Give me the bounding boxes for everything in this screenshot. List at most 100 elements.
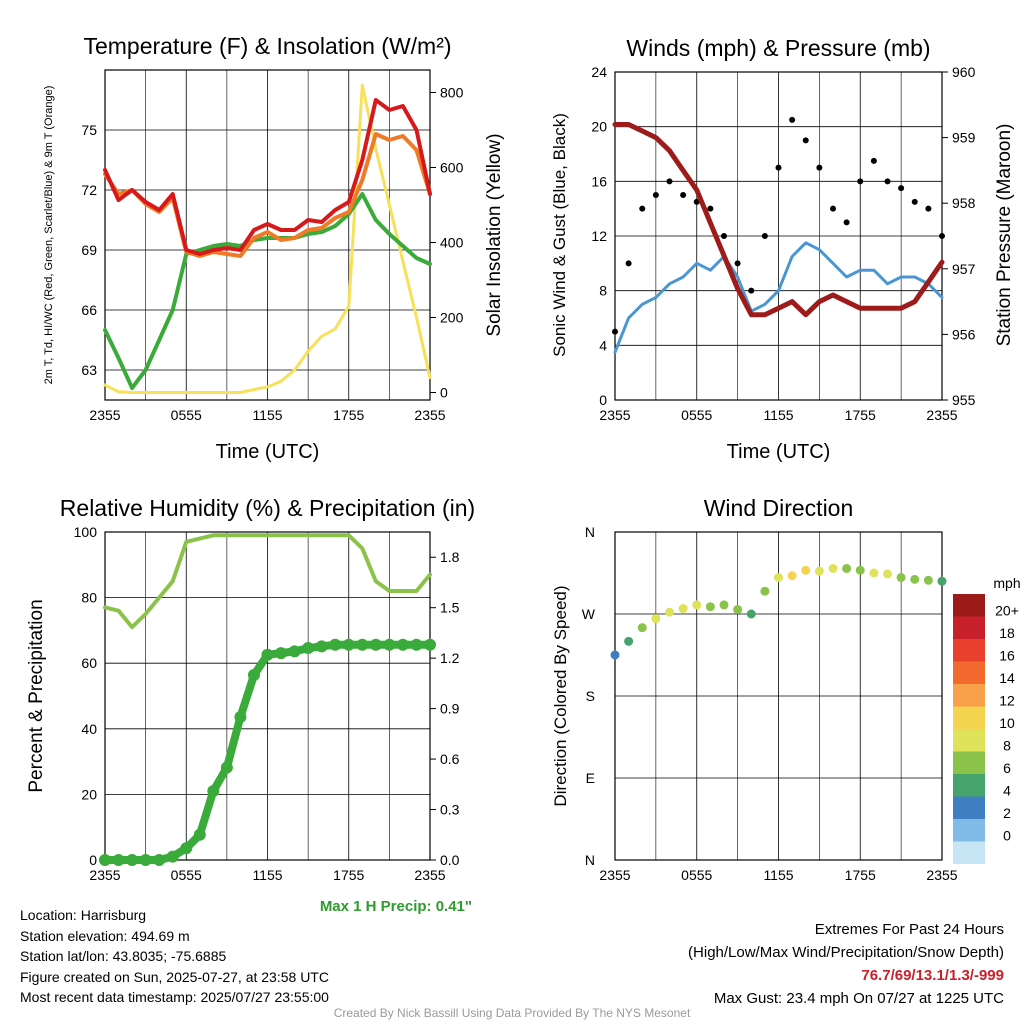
temperature-insolation-chart: 63 66 69 72 75 2355 0555 1155 1755 2355 Temperatur… — [43, 33, 505, 463]
legend-swatch — [953, 594, 985, 617]
y-left-axis-label: Percent & Precipitation — [26, 599, 47, 792]
chart-title: Wind Direction — [704, 495, 854, 521]
extremes-values: 76.7/69/13.1/1.3/-999 — [861, 967, 1004, 984]
gust-point — [693, 198, 700, 205]
direction-point — [692, 600, 702, 610]
gust-point — [666, 178, 673, 185]
direction-point — [883, 569, 892, 579]
y-left-tick-label: 24 — [591, 64, 607, 80]
series-precipitation — [101, 640, 434, 864]
legend-label: 12 — [999, 693, 1015, 709]
credit-line: Created By Nick Bassill Using Data Provi… — [333, 1006, 691, 1020]
x-tick-label: 1155 — [252, 407, 282, 423]
chart-title: Relative Humidity (%) & Precipitation (i… — [60, 495, 475, 521]
direction-point — [705, 602, 715, 612]
direction-point — [774, 573, 783, 583]
y-left-tick-label: 69 — [81, 242, 97, 258]
y-right-tick-label: 0.9 — [440, 701, 460, 717]
series-sonic-wind — [613, 241, 944, 354]
x-tick-label: 2355 — [89, 867, 120, 883]
gust-point — [639, 205, 646, 212]
legend-swatch — [953, 616, 985, 639]
legend-swatch — [953, 751, 985, 774]
plot-frame — [104, 69, 431, 401]
direction-point — [828, 563, 838, 573]
series-2m-temperature — [103, 98, 432, 256]
y-right-tick-label: 955 — [952, 392, 976, 408]
x-tick-label: 2355 — [414, 407, 445, 423]
chart-title: Temperature (F) & Insolation (W/m²) — [83, 33, 451, 59]
direction-point — [624, 636, 634, 646]
y-left-tick-label: 12 — [591, 228, 607, 244]
y-right-tick-label: 956 — [952, 326, 976, 342]
legend-label: 0 — [1003, 828, 1011, 844]
y-left-tick-label: 0 — [599, 392, 607, 408]
x-tick-label: 1755 — [333, 407, 364, 423]
x-tick-label: 1755 — [845, 867, 876, 883]
x-tick-label: 2355 — [599, 407, 630, 423]
extremes-subtitle: (High/Low/Max Wind/Precipitation/Snow De… — [688, 944, 1004, 961]
max-gust-line: Max Gust: 23.4 mph On 07/27 at 1225 UTC — [713, 990, 1004, 1007]
y-right-tick-label: 1.2 — [440, 650, 460, 666]
y-left-tick-label: 20 — [81, 786, 97, 802]
legend-label: 4 — [1003, 783, 1011, 799]
legend-swatch — [953, 796, 985, 819]
direction-point — [896, 573, 906, 583]
direction-point — [719, 600, 729, 610]
created-line: Figure created on Sun, 2025-07-27, at 23… — [20, 968, 329, 985]
y-left-tick-label: 4 — [599, 337, 607, 353]
y-left-tick-label: 100 — [74, 524, 98, 540]
legend-label: 20+ — [995, 603, 1019, 619]
gust-point — [857, 178, 864, 185]
x-tick-label: 0555 — [171, 867, 202, 883]
gust-point — [775, 164, 782, 171]
legend-label: 18 — [999, 625, 1015, 641]
gust-point — [925, 205, 932, 212]
x-axis-label: Time (UTC) — [727, 441, 831, 463]
x-tick-label: 0555 — [681, 867, 712, 883]
x-axis-label: Time (UTC) — [216, 441, 320, 463]
y-left-tick-label: 66 — [81, 302, 97, 318]
gust-point — [707, 205, 714, 212]
y-left-tick-label: 75 — [81, 122, 97, 138]
legend-swatch — [953, 684, 985, 707]
direction-point — [651, 614, 661, 624]
legend-label: 6 — [1003, 760, 1011, 776]
direction-point — [814, 566, 824, 576]
plot-frame — [104, 531, 431, 861]
direction-point — [665, 607, 674, 617]
station-info: Location: Harrisburg Station elevation: … — [20, 905, 329, 1008]
winds-pressure-chart: 0 4 8 12 16 20 24 2355 0555 1155 1755 2355 Winds (mp… — [550, 35, 1015, 463]
y-left-tick-label: 8 — [599, 283, 607, 299]
y-right-tick-label: 1.5 — [440, 600, 460, 616]
gust-point — [802, 137, 809, 144]
legend-label: 14 — [999, 670, 1015, 686]
plot-frame — [614, 531, 943, 861]
extremes-box: Extremes For Past 24 Hours (High/Low/Max… — [688, 918, 1004, 1010]
x-tick-label: 2355 — [926, 867, 957, 883]
legend-swatch — [953, 774, 985, 797]
x-tick-label: 1155 — [763, 867, 793, 883]
x-tick-label: 2355 — [414, 867, 445, 883]
gust-point — [625, 260, 632, 267]
direction-point — [733, 604, 743, 614]
y-left-tick-label: 80 — [81, 590, 97, 606]
recent-data-line: Most recent data timestamp: 2025/07/27 2… — [20, 989, 329, 1005]
y-left-tick-label: 0 — [89, 852, 97, 868]
gust-point — [816, 164, 823, 171]
legend-label: 16 — [999, 648, 1015, 664]
direction-point — [637, 623, 647, 633]
y-right-tick-label: 1.8 — [440, 549, 460, 565]
y-left-axis-label: 2m T, Td, HI/WC (Red, Green, Scarlet/Blu… — [43, 86, 55, 385]
gust-point — [884, 178, 891, 185]
y-right-axis-label: Solar Insolation (Yellow) — [484, 133, 505, 336]
legend-swatch — [953, 639, 985, 662]
gust-point — [680, 192, 687, 198]
humidity-precipitation-chart: 0 20 40 60 80 100 2355 0555 1155 1755 2355 Relative… — [26, 495, 475, 915]
y-right-tick-label: 960 — [952, 64, 976, 80]
y-left-axis-label: Direction (Colored By Speed) — [551, 585, 570, 806]
series-relative-humidity — [103, 533, 432, 630]
y-right-tick-label: 957 — [952, 261, 976, 277]
y-left-tick-label: S — [586, 688, 595, 704]
